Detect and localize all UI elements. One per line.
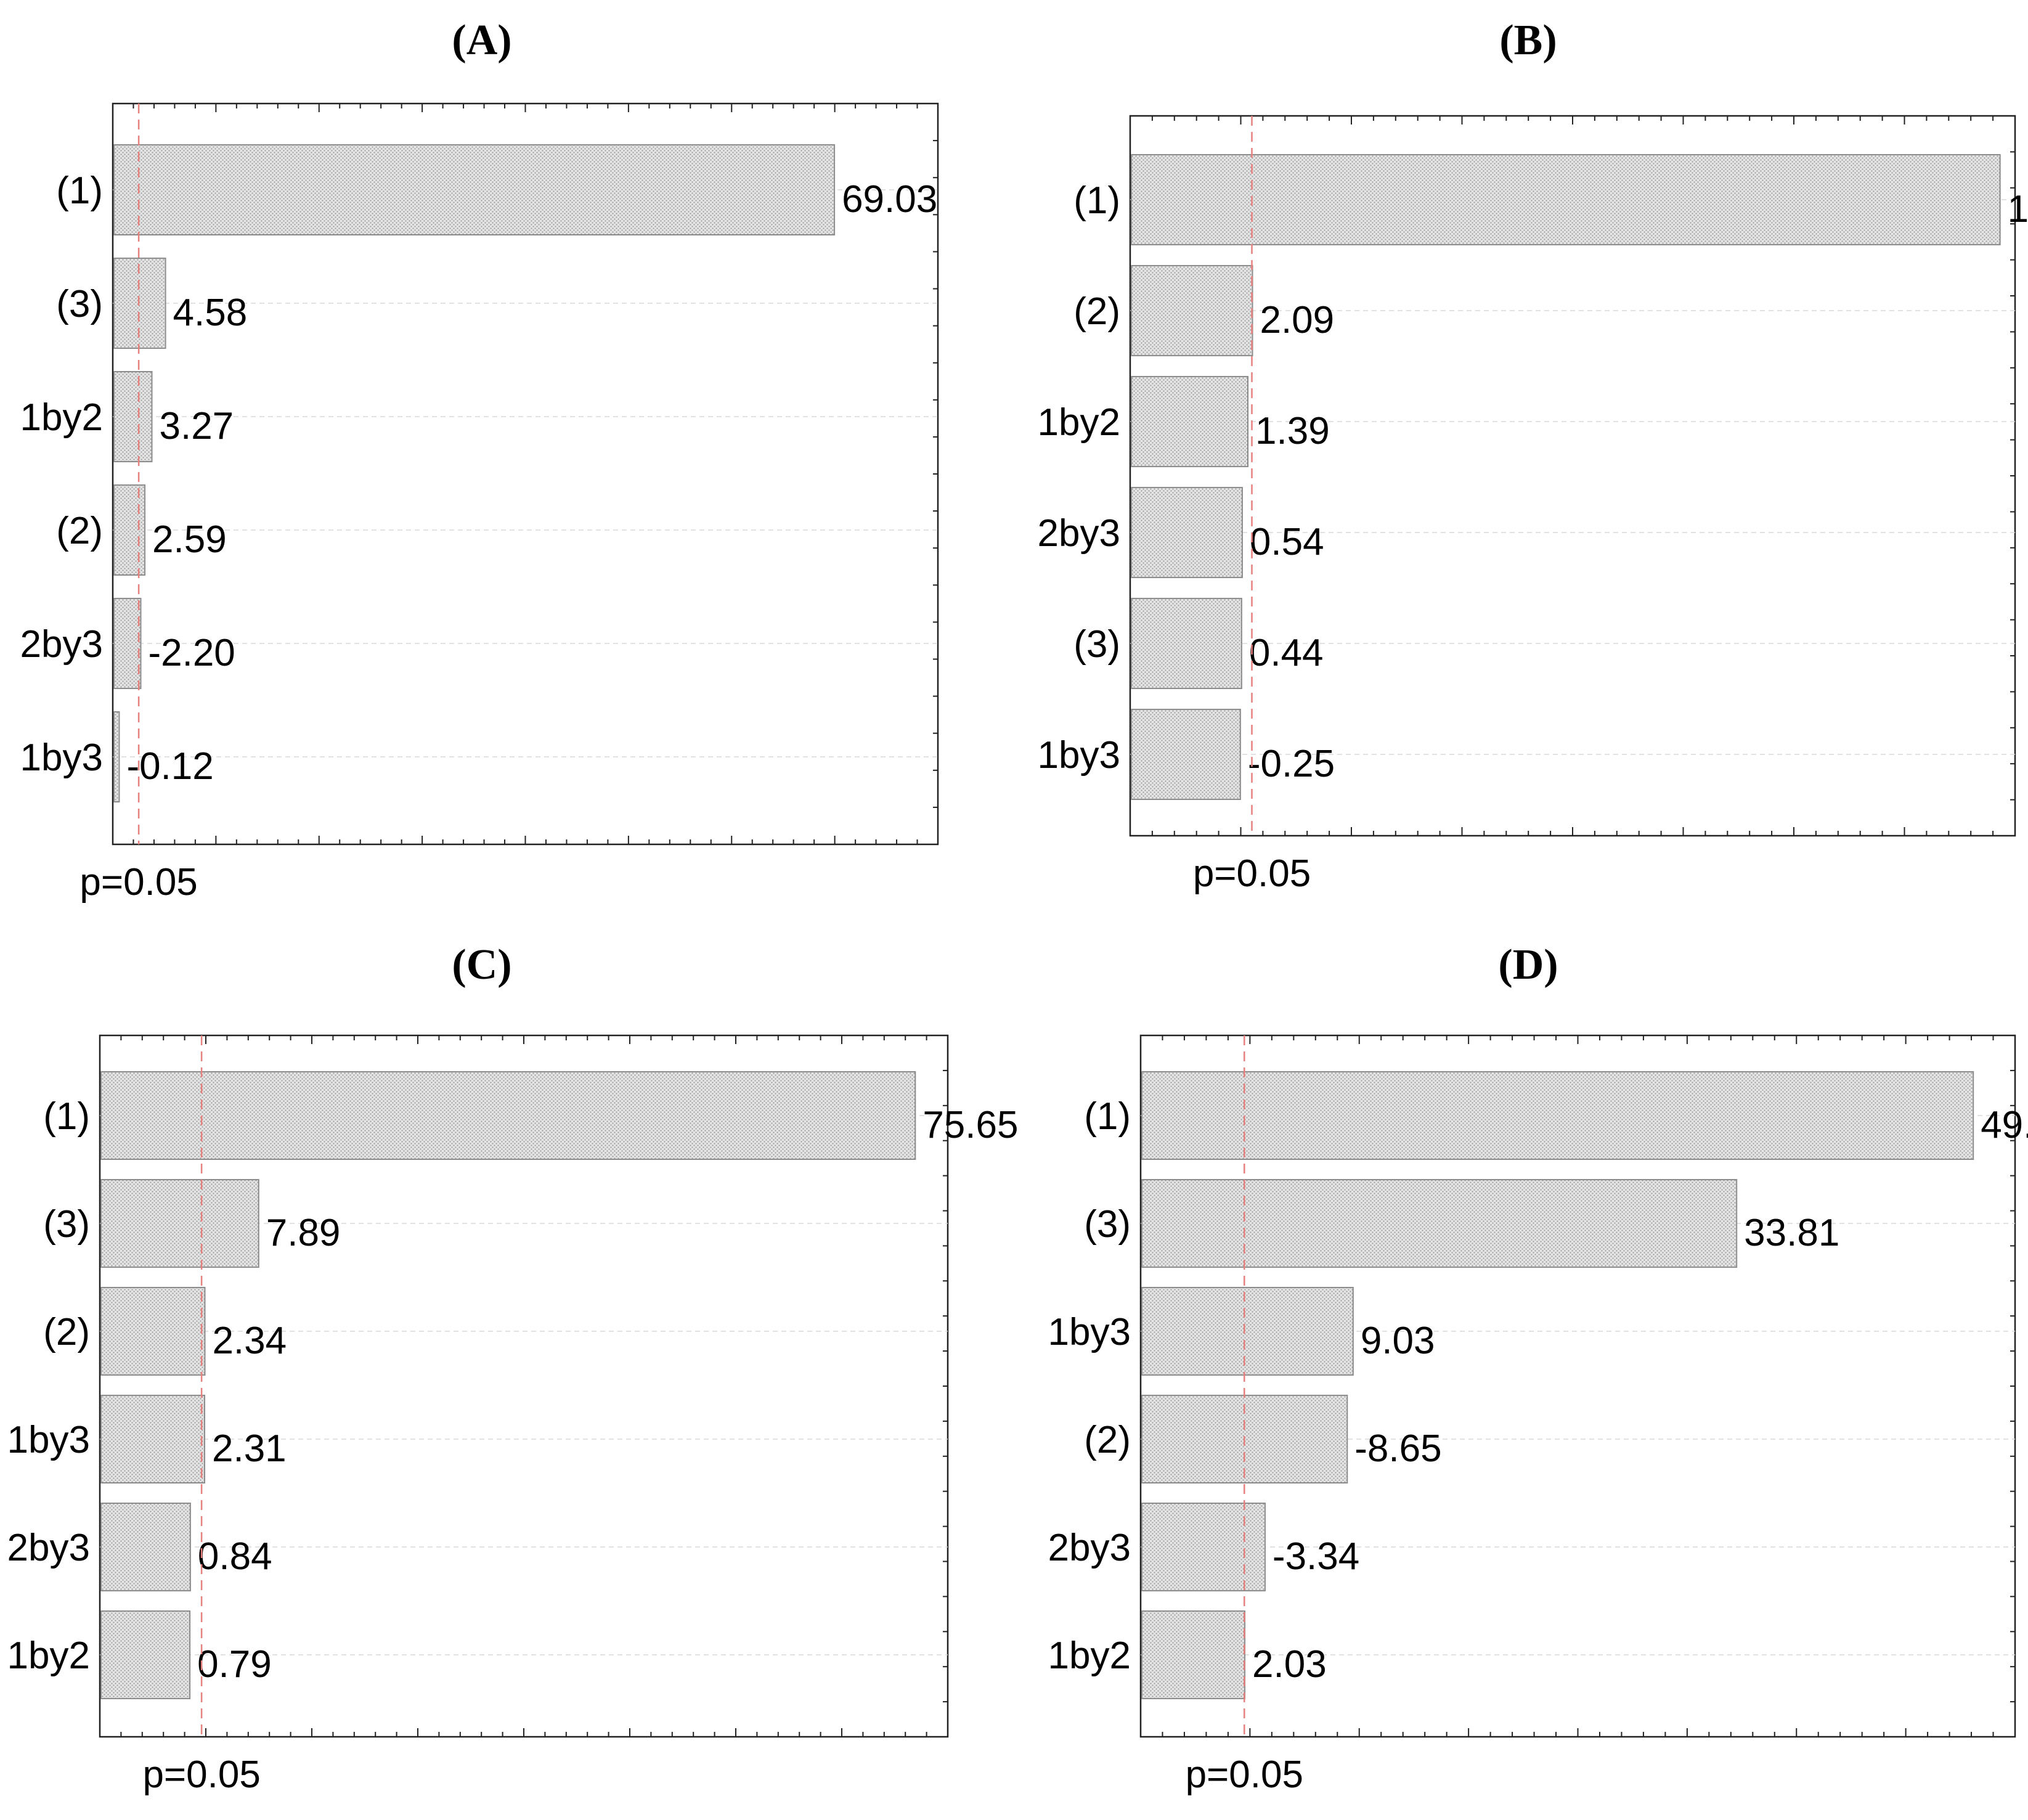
category-label: (3) [1084,1203,1131,1246]
category-label: 1by2 [1038,401,1120,444]
category-label: (2) [1084,1419,1131,1461]
category-label: 2by3 [20,623,103,666]
data-label: 0.79 [197,1643,272,1686]
category-label: (2) [43,1311,90,1353]
bar-2 [1131,376,1249,467]
bar-4 [113,598,142,689]
bar-3 [1131,487,1243,578]
data-label: 0.84 [198,1535,272,1578]
data-label: -3.34 [1273,1535,1359,1578]
data-label: 2.34 [212,1320,287,1362]
chart-panel-a: (A) (1) 69.03 (3) 4.58 1by2 3.27 (2) 2.59 2by3 -2.… [20,17,939,904]
reference-line-label: p=0.05 [142,1753,260,1796]
category-label: 1by3 [1048,1311,1131,1353]
chart-panel-d: (D) (1) 49.10 (3) 33.81 1by3 9.03 (2) -8.65 2by3 -… [1048,941,2028,1796]
data-label: -0.12 [126,745,213,788]
data-label: 0.44 [1249,632,1324,674]
data-label: 49.10 [1981,1104,2028,1146]
bar-4 [100,1503,191,1591]
bar-2 [100,1287,206,1376]
bar-5 [100,1610,191,1699]
category-label: (1) [56,169,103,212]
bar-1 [1141,1179,1738,1268]
reference-line-label: p=0.05 [1193,852,1311,895]
category-label: 2by3 [1048,1527,1131,1569]
category-label: 2by3 [1038,512,1120,555]
data-label: 115.72 [2008,188,2028,231]
bar-5 [1141,1610,1246,1699]
category-label: (1) [1073,179,1120,222]
bar-1 [113,258,166,349]
data-label: 3.27 [159,405,234,447]
category-label: (3) [43,1203,90,1246]
bar-4 [1141,1503,1266,1591]
category-label: 1by2 [1048,1634,1131,1677]
data-label: 2.03 [1252,1643,1327,1686]
category-label: 2by3 [7,1527,90,1569]
data-label: 2.09 [1260,299,1334,341]
category-label: 1by3 [1038,734,1120,777]
category-label: (3) [1073,623,1120,666]
bar-4 [1131,598,1242,689]
bar-0 [1141,1071,1974,1160]
category-label: (2) [56,510,103,552]
bar-5 [1131,709,1241,800]
category-label: 1by3 [20,737,103,779]
panel-title: (B) [1499,17,1557,64]
bar-3 [100,1395,205,1483]
data-label: 2.59 [152,518,227,561]
category-label: (1) [43,1095,90,1138]
data-label: 0.54 [1250,521,1324,563]
data-label: 1.39 [1255,410,1330,452]
category-label: 1by3 [7,1419,90,1461]
data-label: -0.25 [1248,743,1335,785]
data-label: 2.31 [212,1427,287,1470]
category-label: (3) [56,283,103,325]
panel-title: (C) [452,941,511,989]
data-label: 33.81 [1744,1212,1839,1254]
panel-title: (D) [1498,941,1558,989]
bar-2 [1141,1287,1354,1376]
chart-panel-c: (C) (1) 75.65 (3) 7.89 (2) 2.34 1by3 2.31 2by3 0.8… [7,941,1019,1796]
data-label: 7.89 [266,1212,341,1254]
category-label: 1by2 [7,1634,90,1677]
data-label: 69.03 [842,178,937,221]
bar-0 [1131,154,2001,245]
reference-line-label: p=0.05 [1186,1753,1303,1796]
category-label: (1) [1084,1095,1131,1138]
chart-panel-b: (B) (1) 115.72 (2) 2.09 1by2 1.39 2by3 0.54 (3) 0.… [1038,17,2028,895]
bar-1 [100,1179,259,1268]
data-label: -8.65 [1354,1427,1441,1470]
data-label: 4.58 [173,292,248,334]
data-label: 9.03 [1361,1320,1435,1362]
bar-5 [113,711,120,802]
category-label: 1by2 [20,396,103,439]
bar-0 [100,1071,916,1160]
bar-0 [113,144,836,235]
bar-3 [113,484,146,576]
data-label: -2.20 [148,632,235,674]
data-label: 75.65 [922,1104,1018,1146]
bar-2 [113,371,153,462]
category-label: (2) [1073,290,1120,333]
reference-line-label: p=0.05 [79,861,197,904]
panel-title: (A) [452,17,511,64]
bar-1 [1131,265,1253,356]
